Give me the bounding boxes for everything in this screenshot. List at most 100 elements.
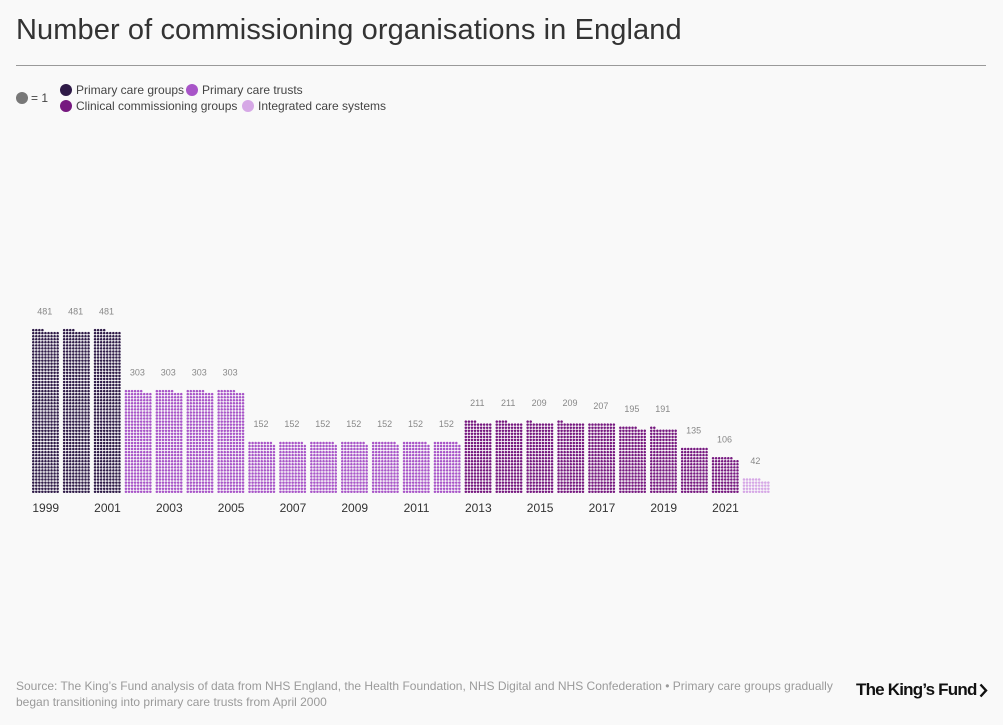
- dot: [362, 487, 365, 490]
- dot: [362, 453, 365, 457]
- dot: [452, 447, 455, 451]
- dot: [498, 432, 502, 436]
- dot: [322, 453, 325, 457]
- dot: [643, 469, 646, 472]
- dot: [109, 359, 112, 362]
- dot: [529, 481, 532, 484]
- dot: [328, 450, 331, 454]
- dot: [510, 487, 514, 490]
- dot: [588, 478, 591, 481]
- dot: [133, 389, 137, 393]
- dot: [65, 405, 69, 408]
- dot: [448, 447, 452, 451]
- dot: [65, 353, 69, 356]
- dot: [65, 466, 69, 469]
- legend-unit-label: = 1: [31, 91, 49, 105]
- dot: [62, 478, 66, 481]
- dot: [241, 444, 245, 448]
- dot: [479, 456, 483, 460]
- dot: [625, 453, 628, 457]
- legend-item-primary-care-groups[interactable]: Primary care groups: [60, 83, 184, 97]
- dot: [328, 447, 331, 451]
- dot: [167, 453, 171, 457]
- dot: [325, 478, 328, 481]
- legend-item-integrated-care-systems[interactable]: Integrated care systems: [242, 99, 386, 113]
- dot: [81, 334, 84, 338]
- dot: [501, 453, 505, 457]
- dot: [75, 423, 78, 426]
- dot: [594, 472, 597, 475]
- dot: [41, 347, 44, 350]
- dot: [476, 423, 480, 426]
- dot: [173, 420, 177, 423]
- dot: [303, 447, 307, 451]
- dot: [516, 435, 520, 439]
- dot: [99, 395, 103, 399]
- dot: [538, 441, 542, 445]
- dot: [41, 463, 44, 466]
- dot: [217, 432, 220, 436]
- dot: [35, 447, 38, 451]
- dot: [362, 472, 365, 475]
- dot: [118, 368, 121, 371]
- dot: [384, 466, 387, 469]
- dot: [56, 429, 59, 432]
- dot: [402, 490, 406, 493]
- dot: [575, 450, 579, 454]
- dot: [455, 487, 458, 490]
- dot: [38, 411, 41, 414]
- dot: [529, 429, 532, 432]
- dot: [519, 450, 523, 454]
- dot: [112, 334, 115, 338]
- dot: [235, 441, 239, 445]
- dot: [84, 374, 87, 378]
- dot: [482, 472, 486, 475]
- dot: [180, 450, 183, 454]
- dot: [279, 475, 282, 478]
- dot: [173, 399, 177, 402]
- dot: [158, 466, 162, 469]
- dot: [44, 392, 47, 396]
- legend-item-primary-care-trusts[interactable]: Primary care trusts: [186, 83, 303, 97]
- dot: [78, 435, 81, 439]
- dot: [479, 469, 483, 472]
- dot: [198, 405, 202, 408]
- dot: [93, 380, 97, 384]
- dot: [136, 450, 140, 454]
- dot: [155, 423, 159, 426]
- dot: [127, 456, 131, 460]
- dot: [578, 487, 582, 490]
- dot: [41, 484, 44, 487]
- dot: [115, 368, 118, 371]
- dot: [106, 414, 109, 417]
- dot: [544, 472, 548, 475]
- legend-item-clinical-commissioning-groups[interactable]: Clinical commissioning groups: [60, 99, 237, 113]
- dot: [53, 383, 56, 387]
- dot: [575, 432, 579, 436]
- dot: [334, 460, 337, 463]
- dot: [600, 490, 603, 493]
- dot: [575, 460, 579, 463]
- dot: [516, 490, 520, 493]
- dot: [84, 487, 87, 490]
- dot: [75, 466, 78, 469]
- dot: [313, 466, 316, 469]
- dot: [180, 444, 183, 448]
- dot: [47, 420, 50, 423]
- dot: [467, 420, 471, 423]
- dot: [310, 460, 313, 463]
- dot: [146, 429, 149, 432]
- dot: [146, 466, 149, 469]
- dot: [78, 341, 81, 344]
- dot: [112, 331, 115, 335]
- dot: [96, 444, 100, 448]
- dot: [50, 395, 53, 399]
- dot: [591, 484, 594, 487]
- dot: [628, 490, 631, 493]
- dot: [62, 408, 66, 411]
- dot: [81, 365, 84, 368]
- dot: [106, 481, 109, 484]
- dot: [35, 453, 38, 457]
- dot: [102, 334, 106, 338]
- dot: [510, 478, 514, 481]
